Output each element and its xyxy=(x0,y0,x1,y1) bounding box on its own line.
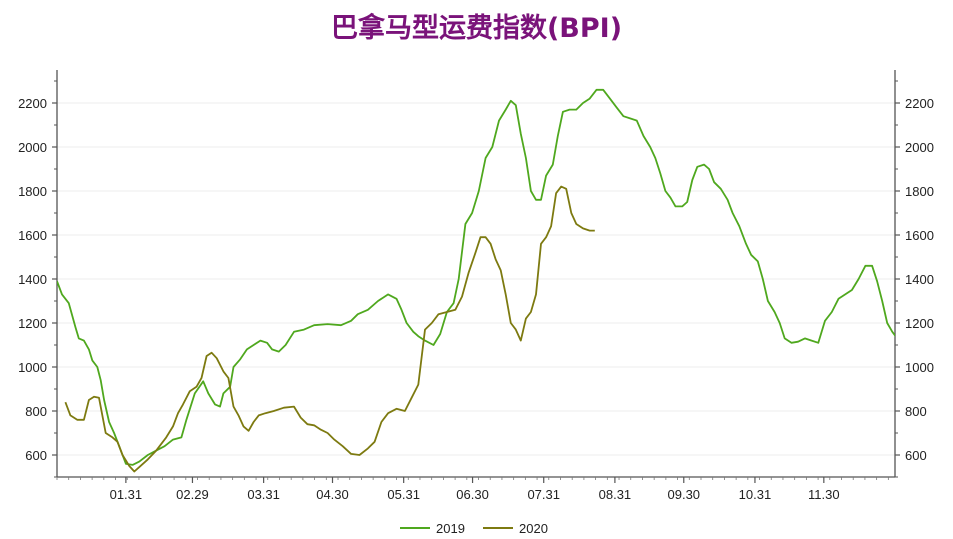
y-tick-label-right: 800 xyxy=(905,404,927,419)
y-tick-label-right: 1600 xyxy=(905,228,934,243)
legend-label-2020: 2020 xyxy=(519,521,548,536)
legend-label-2019: 2019 xyxy=(436,521,465,536)
x-tick-label: 05.31 xyxy=(387,487,420,502)
y-tick-label-right: 1200 xyxy=(905,316,934,331)
x-tick-label: 01.31 xyxy=(110,487,143,502)
y-tick-label-left: 2200 xyxy=(18,96,47,111)
series-line-2019 xyxy=(57,88,895,466)
x-tick-label: 10.31 xyxy=(739,487,772,502)
chart-title: 巴拿马型运费指数(BPI) xyxy=(330,13,623,44)
y-tick-label-left: 1200 xyxy=(18,316,47,331)
x-tick-label: 06.30 xyxy=(456,487,489,502)
x-tick-label: 08.31 xyxy=(599,487,632,502)
y-tick-label-right: 1400 xyxy=(905,272,934,287)
x-tick-label: 04.30 xyxy=(316,487,349,502)
gridlines xyxy=(57,102,895,456)
series-line-2020 xyxy=(64,185,595,473)
x-tick-label: 11.30 xyxy=(808,487,840,502)
axes xyxy=(56,70,896,478)
y-tick-label-right: 1800 xyxy=(905,184,934,199)
x-tick-label: 07.31 xyxy=(527,487,560,502)
y-tick-label-right: 2200 xyxy=(905,96,934,111)
y-tick-label-left: 1600 xyxy=(18,228,47,243)
y-tick-label-left: 1400 xyxy=(18,272,47,287)
y-tick-label-left: 1000 xyxy=(18,360,47,375)
axis-ticks: 600 600 800 800 1000 1000 1200 1200 1400 1400 1600… xyxy=(18,80,934,502)
y-tick-label-right: 600 xyxy=(905,448,927,463)
y-tick-label-right: 2000 xyxy=(905,140,934,155)
y-tick-label-left: 600 xyxy=(25,448,47,463)
x-tick-label: 02.29 xyxy=(176,487,209,502)
y-tick-label-left: 1800 xyxy=(18,184,47,199)
y-tick-label-left: 2000 xyxy=(18,140,47,155)
series-lines xyxy=(57,88,895,473)
y-tick-label-left: 800 xyxy=(25,404,47,419)
x-tick-label: 09.30 xyxy=(668,487,701,502)
legend: 2019 2020 xyxy=(400,521,548,536)
y-tick-label-right: 1000 xyxy=(905,360,934,375)
x-tick-label: 03.31 xyxy=(247,487,280,502)
